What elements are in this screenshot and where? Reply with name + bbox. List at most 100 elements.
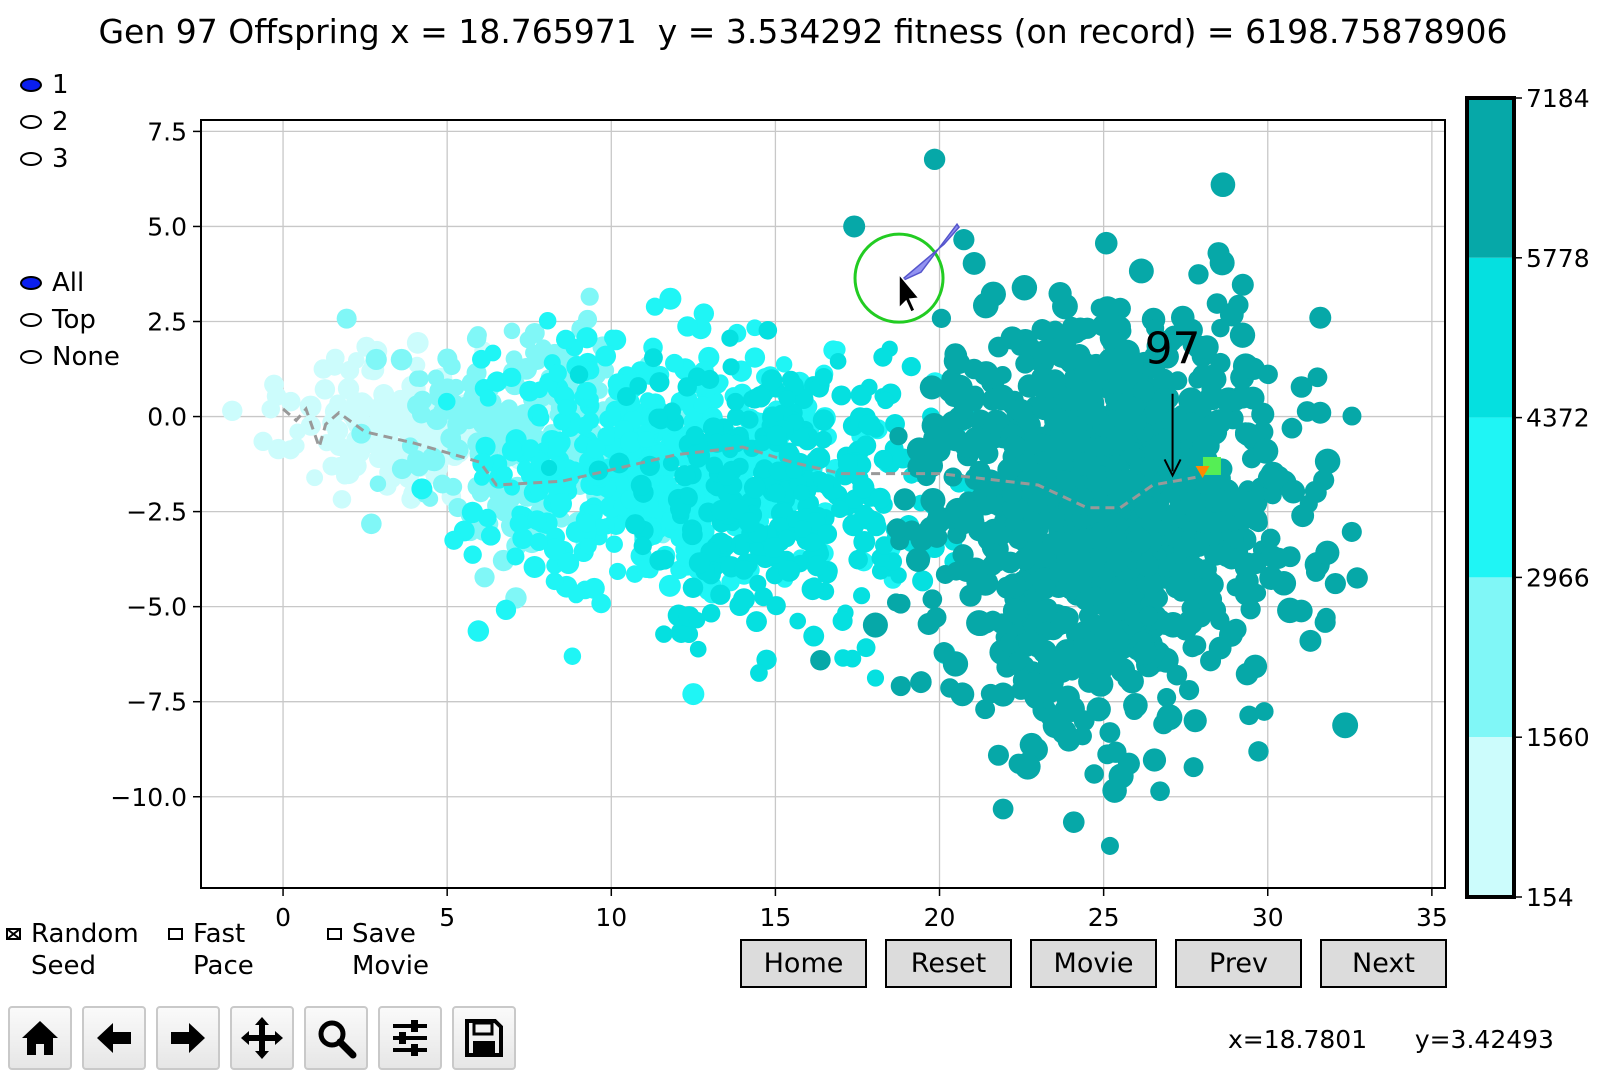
- data-point: [682, 577, 704, 598]
- data-point: [766, 483, 786, 503]
- best-trajectory-line: [282, 406, 1196, 510]
- data-point: [893, 488, 916, 511]
- data-point: [806, 555, 828, 577]
- data-point: [591, 593, 611, 614]
- y-tick-label: −2.5: [126, 498, 187, 527]
- data-point: [337, 462, 360, 485]
- toolbar-pan-button[interactable]: [230, 1006, 294, 1070]
- random-seed-checkbox[interactable]: Random Seed: [6, 918, 139, 982]
- data-point: [789, 612, 807, 630]
- data-point: [540, 459, 558, 477]
- data-point: [793, 484, 810, 501]
- show-option-all[interactable]: All: [20, 264, 120, 301]
- x-tick-label: 15: [760, 903, 792, 932]
- colorbar-frame: [1465, 96, 1516, 899]
- colorbar-tick-label: 154: [1526, 883, 1574, 912]
- data-point: [1277, 597, 1303, 624]
- data-point: [869, 487, 891, 509]
- data-point: [1341, 521, 1362, 542]
- data-point: [926, 437, 951, 463]
- data-point: [793, 520, 812, 538]
- data-point: [1046, 320, 1065, 339]
- data-point: [651, 444, 670, 463]
- data-point: [685, 426, 705, 445]
- data-point: [1112, 405, 1138, 431]
- data-point: [1123, 445, 1142, 464]
- show-option-none[interactable]: None: [20, 338, 120, 375]
- data-point: [1042, 713, 1068, 739]
- toolbar-save-button[interactable]: [452, 1006, 516, 1070]
- data-point: [519, 331, 537, 349]
- run-option-1[interactable]: 1: [20, 66, 69, 103]
- home-button[interactable]: Home: [740, 939, 867, 988]
- data-point: [805, 451, 826, 471]
- back-arrow-icon: [97, 1023, 131, 1053]
- data-point: [700, 369, 720, 390]
- data-point: [985, 548, 1009, 572]
- colorbar-band: [1467, 737, 1514, 897]
- data-point: [943, 348, 969, 374]
- data-point: [789, 426, 810, 447]
- data-point: [959, 504, 984, 530]
- current-best-marker: [1195, 465, 1210, 478]
- data-point: [406, 331, 429, 354]
- prev-button[interactable]: Prev: [1175, 939, 1302, 988]
- data-point: [938, 378, 963, 403]
- fast-pace-checkbox[interactable]: Fast Pace: [168, 918, 254, 982]
- data-point: [1207, 242, 1230, 265]
- x-tick-label: 10: [595, 903, 627, 932]
- data-point: [721, 329, 739, 347]
- data-point: [1013, 548, 1036, 571]
- data-point: [1165, 575, 1189, 599]
- data-point: [1299, 629, 1322, 652]
- data-point: [1189, 537, 1210, 557]
- toolbar-back-button[interactable]: [82, 1006, 146, 1070]
- save-movie-checkbox[interactable]: Save Movie: [327, 918, 429, 982]
- data-point: [509, 514, 529, 534]
- data-point: [1290, 376, 1313, 398]
- data-point: [874, 536, 894, 555]
- data-point: [506, 547, 525, 566]
- data-point: [480, 525, 501, 546]
- toolbar-forward-button[interactable]: [156, 1006, 220, 1070]
- data-point: [1106, 454, 1127, 476]
- data-point: [831, 385, 852, 406]
- data-point: [959, 584, 982, 607]
- data-point: [785, 462, 803, 480]
- run-option-2[interactable]: 2: [20, 103, 69, 140]
- data-point: [674, 465, 696, 487]
- data-point: [1258, 364, 1278, 385]
- next-button[interactable]: Next: [1320, 939, 1447, 988]
- data-point: [605, 535, 623, 553]
- movie-button[interactable]: Movie: [1030, 939, 1157, 988]
- data-point: [1253, 438, 1279, 464]
- data-point: [997, 458, 1021, 482]
- data-point: [595, 345, 617, 367]
- checkbox-empty-icon: [168, 928, 183, 940]
- data-point: [848, 549, 868, 570]
- data-point: [447, 414, 468, 436]
- plot-title: Gen 97 Offspring x = 18.765971 y = 3.534…: [98, 12, 1508, 51]
- data-point: [758, 321, 778, 340]
- data-point: [1062, 811, 1085, 833]
- data-point: [361, 513, 382, 535]
- toolbar-subplots-button[interactable]: [378, 1006, 442, 1070]
- show-option-top[interactable]: Top: [20, 301, 120, 338]
- data-point: [1044, 511, 1065, 532]
- data-point: [342, 440, 362, 459]
- data-point: [886, 593, 906, 612]
- x-tick-label: 5: [439, 903, 455, 932]
- data-point: [1035, 578, 1057, 600]
- data-point: [858, 413, 881, 436]
- data-point: [766, 425, 787, 446]
- reset-button[interactable]: Reset: [885, 939, 1012, 988]
- data-point: [1225, 530, 1244, 549]
- data-point: [568, 587, 585, 604]
- data-point: [775, 356, 793, 373]
- data-point: [866, 669, 885, 687]
- toolbar-home-button[interactable]: [8, 1006, 72, 1070]
- toolbar-zoom-button[interactable]: [304, 1006, 368, 1070]
- radio-empty-icon: [20, 151, 42, 166]
- run-option-3[interactable]: 3: [20, 140, 69, 177]
